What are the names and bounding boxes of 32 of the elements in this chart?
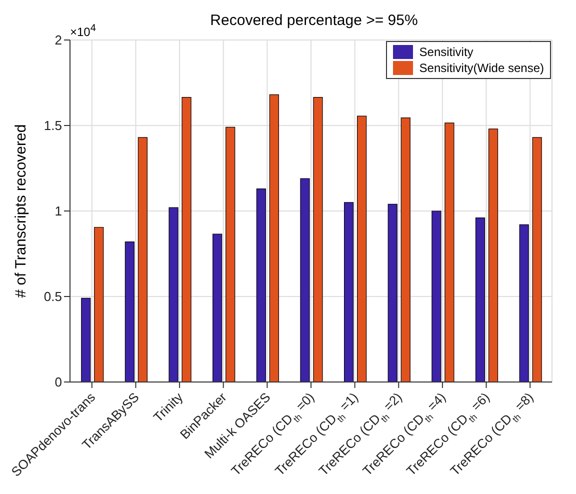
bar [212,234,222,382]
text: ×10$^{4}$ [70,22,96,39]
bar [124,241,135,382]
bar [444,122,454,382]
bar [256,188,266,382]
y-axis-title: # of Transcripts recovered [12,124,30,298]
bar [388,204,398,382]
bar [519,224,529,382]
y-tick-label: 0.5 [44,289,62,304]
legend-label: Sensitivity(Wide sense) [419,60,544,76]
bar [226,126,236,382]
bar [81,298,91,382]
bar [138,137,148,382]
bar [400,118,410,382]
bar [344,202,354,382]
chart-title: Recovered percentage >= 95% [210,12,418,29]
bar [357,116,367,382]
bar [475,218,486,382]
bar [300,178,310,382]
bar [532,137,542,382]
bar [432,210,442,382]
legend-label: Sensitivity [419,44,474,60]
bar [313,96,323,382]
y-tick-label: 1 [54,204,62,219]
bar [269,94,279,382]
y-tick-label: 2 [54,32,62,48]
bar [168,207,178,382]
bar [94,226,104,382]
y-tick-label: 1.5 [44,118,62,134]
y-tick-label: 0 [54,374,62,390]
bar [488,128,498,382]
bar [182,96,192,382]
